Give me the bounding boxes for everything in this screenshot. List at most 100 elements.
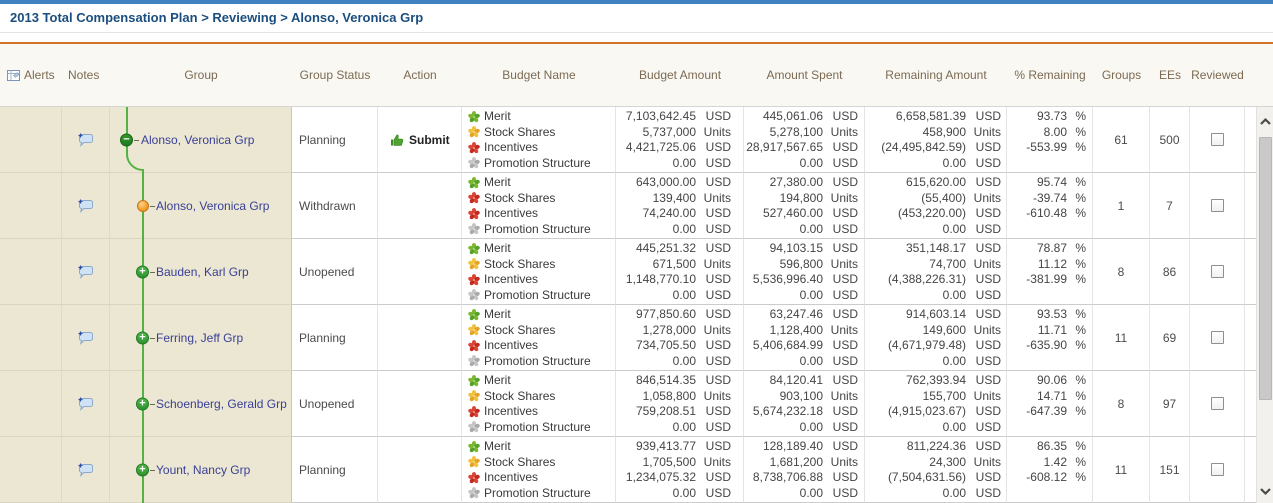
budget-amount-value: 0.00 [673,486,696,501]
budget-pinwheel-icon [468,177,480,189]
amount-spent-value: 5,406,684.99 [753,338,823,353]
pct-remaining: 11.12% [1007,257,1092,273]
budget-pinwheel-icon [468,142,480,154]
reviewed-checkbox[interactable] [1211,133,1224,146]
tree-node-toggle[interactable]: + [136,463,149,476]
spacer-cell [1245,239,1256,305]
remaining-amount-unit: USD [971,206,1001,221]
group-name-link[interactable]: Schoenberg, Gerald Grp [156,397,287,411]
reviewed-checkbox[interactable] [1211,199,1224,212]
alerts-cell [0,107,62,173]
notes-cell [62,305,110,371]
notes-cell [62,371,110,437]
budget-amount-cell: 939,413.77USD1,705,500Units1,234,075.32U… [616,437,744,503]
pct-remaining-unit: % [1072,125,1086,140]
pct-remaining-unit: % [1072,439,1086,454]
pct-remaining-value: 93.53 [1037,307,1067,322]
table-row: − Alonso, Veronica Grp Planning Submit M… [0,107,1273,173]
notes-cell [62,107,110,173]
budget-amount: 0.00USD [616,354,743,370]
budget-amount: 1,058,800Units [616,389,743,405]
table-row: + Schoenberg, Gerald Grp Unopened MeritS… [0,371,1273,437]
note-bubble-icon[interactable] [77,331,94,345]
budget-amount-value: 1,278,000 [643,323,696,338]
amount-spent-unit: USD [828,140,858,155]
budget-name-label: Promotion Structure [484,222,591,237]
pct-remaining [1007,420,1092,436]
chevron-up-icon [1259,117,1272,126]
table-row: + Ferring, Jeff Grp Planning MeritStock … [0,305,1273,371]
remaining-amount-value: 155,700 [923,389,966,404]
amount-spent-value: 194,800 [780,191,823,206]
group-name-link[interactable]: Alonso, Veronica Grp [141,133,254,147]
scroll-down-button[interactable] [1257,481,1273,501]
remaining-amount: 0.00USD [865,420,1006,436]
amount-spent-value: 1,128,400 [770,323,823,338]
remaining-amount-unit: USD [971,420,1001,435]
thumbs-up-icon[interactable] [390,133,405,147]
scroll-up-button[interactable] [1257,111,1273,131]
action-cell [378,239,462,305]
remaining-amount: 0.00USD [865,354,1006,370]
budget-pinwheel-icon [468,456,480,468]
budget-amount-value: 734,705.50 [636,338,696,353]
pct-remaining-unit: % [1072,470,1086,485]
remaining-amount-value: (4,671,979.48) [888,338,966,353]
remaining-amount-value: 0.00 [943,156,966,171]
action-label[interactable]: Submit [409,133,450,147]
tree-node-toggle[interactable]: + [136,397,149,410]
remaining-amount: (4,388,226.31)USD [865,272,1006,288]
amount-spent: 0.00USD [744,222,864,238]
vertical-scrollbar[interactable] [1256,107,1273,503]
pct-remaining-unit: % [1072,109,1086,124]
budget-amount: 445,251.32USD [616,241,743,257]
amount-spent-unit: USD [828,486,858,501]
remaining-amount-value: 914,603.14 [906,307,966,322]
groups-count: 8 [1118,265,1125,279]
amount-spent-value: 5,674,232.18 [753,404,823,419]
reviewed-checkbox[interactable] [1211,265,1224,278]
breadcrumb[interactable]: 2013 Total Compensation Plan > Reviewing… [0,4,423,32]
scrollbar-thumb[interactable] [1259,137,1272,400]
pct-remaining: -553.99% [1007,140,1092,156]
amount-spent-unit: USD [828,373,858,388]
group-name-link[interactable]: Alonso, Veronica Grp [156,199,269,213]
budget-amount: 1,705,500Units [616,455,743,471]
tree-connector [150,206,155,207]
reviewed-checkbox[interactable] [1211,331,1224,344]
group-status-text: Planning [299,331,346,345]
budget-pinwheel-icon [468,324,480,336]
budget-name-label: Stock Shares [484,191,555,206]
pct-remaining-value: -608.12 [1026,470,1067,485]
budget-amount-value: 977,850.60 [636,307,696,322]
budget-amount-value: 0.00 [673,156,696,171]
groups-count: 11 [1115,463,1127,477]
tree-node-toggle[interactable] [137,200,149,212]
remaining-amount-unit: USD [971,222,1001,237]
tree-node-toggle[interactable]: − [120,133,133,146]
budget-name-line: Merit [462,175,615,191]
note-bubble-icon[interactable] [77,133,94,147]
note-bubble-icon[interactable] [77,265,94,279]
group-cell: Alonso, Veronica Grp [110,173,292,239]
pct-remaining: 11.71% [1007,323,1092,339]
remaining-amount-cell: 811,224.36USD24,300Units(7,504,631.56)US… [865,437,1007,503]
reviewed-checkbox[interactable] [1211,463,1224,476]
group-status-text: Unopened [299,397,354,411]
note-bubble-icon[interactable] [77,199,94,213]
amount-spent-value: 0.00 [800,222,823,237]
pct-remaining-value: -647.39 [1026,404,1067,419]
amount-spent: 903,100Units [744,389,864,405]
tree-node-toggle[interactable]: + [136,265,149,278]
tree-node-toggle[interactable]: + [136,331,149,344]
remaining-amount-unit: Units [971,389,1001,404]
budget-pinwheel-icon [468,375,480,387]
note-bubble-icon[interactable] [77,397,94,411]
amount-spent-unit: Units [828,125,858,140]
reviewed-checkbox[interactable] [1211,397,1224,410]
group-name-link[interactable]: Ferring, Jeff Grp [156,331,243,345]
note-bubble-icon[interactable] [77,463,94,477]
group-name-link[interactable]: Yount, Nancy Grp [156,463,250,477]
group-name-link[interactable]: Bauden, Karl Grp [156,265,249,279]
budget-name-line: Stock Shares [462,125,615,141]
